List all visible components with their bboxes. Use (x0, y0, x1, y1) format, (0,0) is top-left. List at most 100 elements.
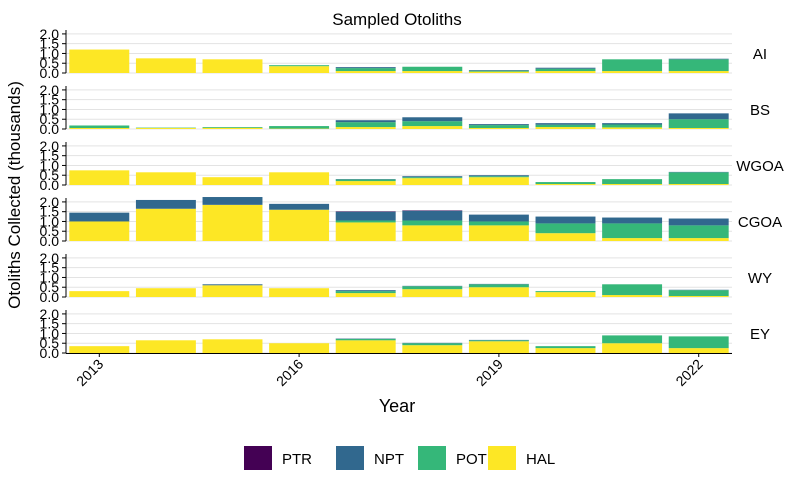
bar-ey-2015-hal (202, 339, 263, 353)
bar-wgoa-2018-hal (402, 178, 463, 185)
bar-ai-2017-pot (335, 68, 396, 72)
bar-cgoa-2018-pot (402, 220, 463, 226)
bar-ey-2017-hal (335, 340, 396, 353)
y-tick-label: 0.0 (40, 121, 60, 137)
y-tick-label: 0.0 (40, 289, 60, 305)
bar-cgoa-2015-npt (202, 197, 263, 205)
bar-ai-2021-hal (602, 71, 663, 73)
facet-panel-wy: 0.00.51.01.52.0 WY (40, 250, 773, 305)
bar-wgoa-2021-pot (602, 179, 663, 185)
bar-ey-2013-hal (69, 346, 130, 353)
panel-label: WGOA (736, 158, 784, 175)
y-tick-label: 2.0 (40, 82, 60, 98)
bar-ey-2021-pot (602, 335, 663, 344)
bar-cgoa-2017-pot (335, 220, 396, 223)
x-tick-label: 2016 (273, 356, 306, 389)
y-tick-label: 1.5 (40, 260, 60, 276)
bar-cgoa-2013-npt (69, 212, 130, 222)
y-tick-label: 0.5 (40, 335, 60, 351)
y-tick-label: 0.0 (40, 177, 60, 193)
bar-ai-2019-hal (468, 71, 529, 73)
bar-bs-2020-pot (535, 124, 596, 128)
bar-bs-2021-npt (602, 123, 663, 125)
panel-label: BS (750, 102, 770, 119)
bar-wgoa-2014-hal (135, 172, 196, 185)
bar-wgoa-2017-pot (335, 179, 396, 182)
bar-cgoa-2021-pot (602, 223, 663, 239)
bar-wgoa-2019-hal (468, 177, 529, 185)
bar-bs-2015-hal (202, 127, 263, 129)
y-tick-label: 1.0 (40, 101, 60, 117)
bar-ai-2022-npt (668, 58, 729, 60)
facet-panels: 0.00.51.01.52.0AI0.00.51.01.52.0BS0.00.5… (40, 26, 784, 361)
bar-ai-2020-npt (535, 67, 596, 69)
bar-ai-2021-pot (602, 59, 663, 72)
bar-ey-2016-hal (269, 343, 330, 353)
y-tick-label: 1.5 (40, 92, 60, 108)
panel-label: AI (753, 46, 767, 63)
chart-title: Sampled Otoliths (332, 10, 461, 29)
y-axis-label: Otoliths Collected (thousands) (5, 81, 24, 309)
bar-bs-2019-pot (468, 125, 529, 129)
bar-cgoa-2021-npt (602, 217, 663, 224)
bar-wgoa-2018-npt (402, 176, 463, 178)
y-tick-label: 1.5 (40, 148, 60, 164)
bar-cgoa-2020-npt (535, 216, 596, 224)
bar-bs-2014-hal (135, 128, 196, 129)
bar-ai-2017-npt (335, 67, 396, 69)
bar-cgoa-2019-hal (468, 225, 529, 241)
facet-panel-cgoa: 0.00.51.01.52.0 CGOA (40, 194, 783, 249)
facet-panel-ey: 0.00.51.01.52.0 EY (40, 306, 770, 361)
bar-wgoa-2021-hal (602, 184, 663, 185)
panel-label: EY (750, 326, 770, 343)
bar-bs-2022-pot (668, 119, 729, 129)
bar-ai-2016-pot (269, 65, 330, 67)
bar-wgoa-2017-hal (335, 181, 396, 185)
bar-ey-2018-hal (402, 345, 463, 353)
bar-bs-2021-hal (602, 127, 663, 129)
legend-swatch-npt (336, 446, 364, 470)
y-tick-label: 2.0 (40, 138, 60, 154)
y-tick-label: 2.0 (40, 194, 60, 210)
bar-wy-2019-pot (468, 284, 529, 288)
bar-bs-2019-npt (468, 124, 529, 126)
bar-wy-2018-pot (402, 286, 463, 290)
bar-cgoa-2020-hal (535, 233, 596, 241)
bar-bs-2017-hal (335, 127, 396, 129)
x-tick-label: 2022 (672, 356, 705, 389)
bar-wy-2021-pot (602, 284, 663, 296)
x-tick-label: 2013 (73, 356, 106, 389)
bar-wy-2020-hal (535, 292, 596, 297)
bar-ai-2018-hal (402, 71, 463, 73)
bar-cgoa-2013-hal (69, 221, 130, 241)
bar-ey-2018-pot (402, 343, 463, 346)
bar-bs-2018-npt (402, 117, 463, 122)
y-tick-label: 1.0 (40, 45, 60, 61)
legend-swatch-pot (418, 446, 446, 470)
bar-cgoa-2022-pot (668, 225, 729, 239)
bar-wgoa-2020-pot (535, 182, 596, 185)
bar-cgoa-2014-hal (135, 208, 196, 241)
bar-ey-2019-hal (468, 341, 529, 353)
bar-wy-2017-hal (335, 293, 396, 297)
bar-ai-2019-pot (468, 70, 529, 72)
bar-cgoa-2017-npt (335, 211, 396, 221)
bar-wgoa-2015-hal (202, 177, 263, 185)
bar-bs-2018-pot (402, 121, 463, 127)
facet-panel-wgoa: 0.00.51.01.52.0 WGOA (40, 138, 784, 193)
bar-cgoa-2021-hal (602, 238, 663, 241)
legend-swatch-hal (488, 446, 516, 470)
bar-cgoa-2014-npt (135, 199, 196, 209)
bar-bs-2022-hal (668, 128, 729, 129)
y-tick-label: 2.0 (40, 306, 60, 322)
bar-wy-2013-hal (69, 291, 130, 297)
legend-label-pot: POT (456, 451, 487, 468)
y-tick-label: 0.0 (40, 233, 60, 249)
bar-wgoa-2013-hal (69, 170, 130, 185)
bar-ai-2018-pot (402, 66, 463, 72)
bar-wgoa-2018-pot (402, 177, 463, 179)
y-tick-label: 0.5 (40, 111, 60, 127)
bar-ai-2013-hal (69, 49, 130, 73)
bar-cgoa-2019-npt (468, 214, 529, 222)
bar-wgoa-2016-hal (269, 172, 330, 185)
